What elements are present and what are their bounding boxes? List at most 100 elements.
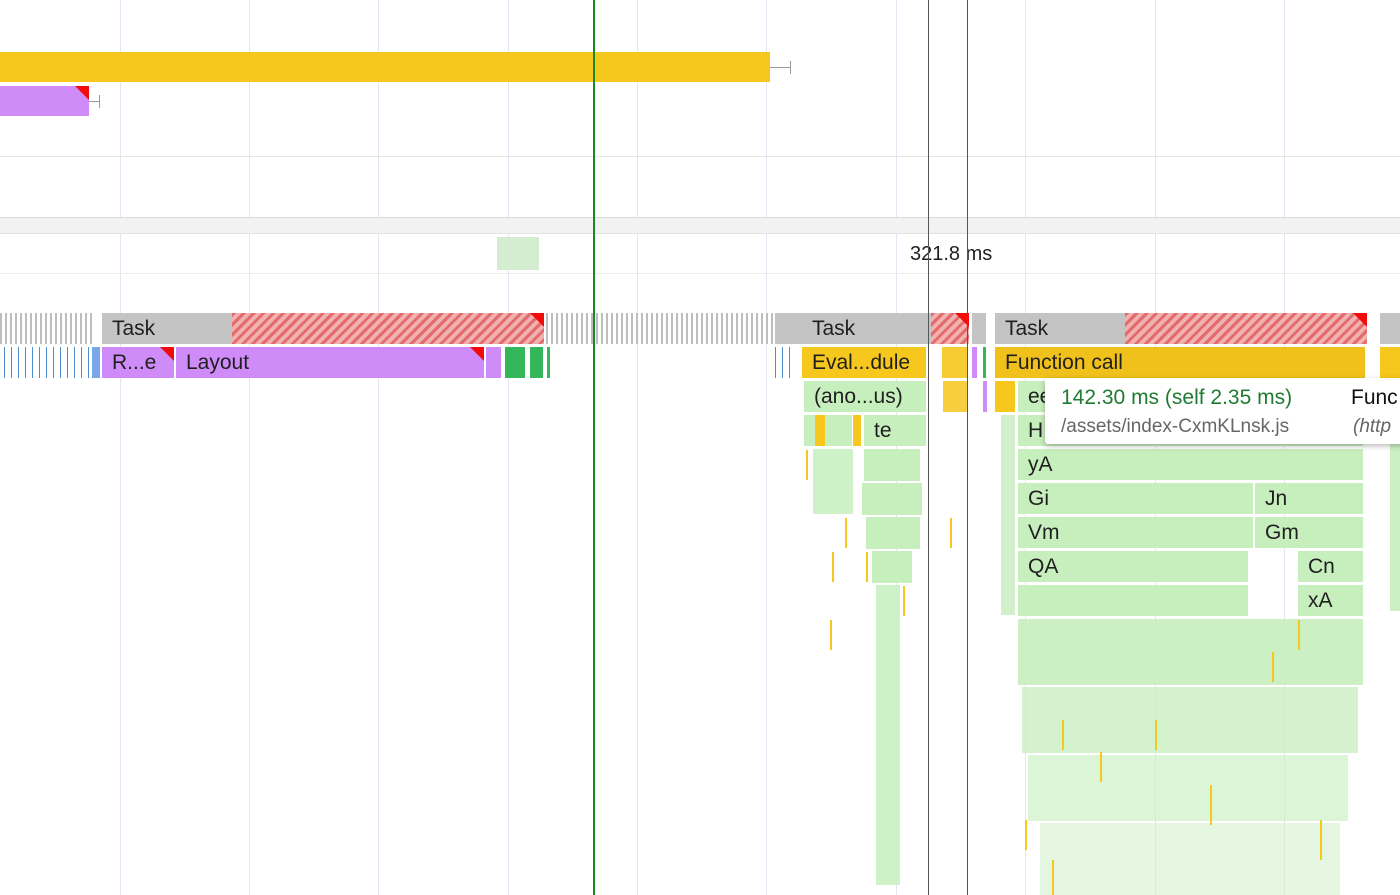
long-task-marker xyxy=(530,313,544,327)
task-bar-small[interactable] xyxy=(972,313,986,344)
selection-line[interactable] xyxy=(593,0,595,895)
task-label: Task xyxy=(812,317,856,340)
row-divider xyxy=(0,273,1400,274)
script-bar[interactable] xyxy=(995,381,1015,412)
long-event-marker xyxy=(160,347,174,361)
frame-bar[interactable] xyxy=(1298,585,1363,616)
script-tick xyxy=(950,518,952,548)
frame-bar[interactable] xyxy=(1018,449,1363,480)
small-events[interactable] xyxy=(775,347,795,378)
frame-bar[interactable] xyxy=(872,551,912,583)
script-tick xyxy=(1272,652,1274,682)
function-call-label: Function call xyxy=(1005,351,1123,374)
network-request-bar[interactable] xyxy=(0,52,770,82)
frame-bar[interactable] xyxy=(876,585,900,885)
long-task-overage xyxy=(232,313,544,344)
script-tick xyxy=(1052,860,1054,895)
script-tick xyxy=(845,518,847,548)
interaction-bar[interactable] xyxy=(0,86,89,116)
long-task-marker xyxy=(1353,313,1367,327)
frame-bar[interactable] xyxy=(1018,585,1248,616)
script-tick xyxy=(1025,820,1027,850)
anonymous-frame-label: (ano...us) xyxy=(814,385,903,408)
style-bar[interactable] xyxy=(983,381,987,412)
frame-bar[interactable] xyxy=(1255,483,1363,514)
task-label: Task xyxy=(1005,317,1049,340)
frame-bar[interactable] xyxy=(1018,517,1253,548)
frame-bar[interactable] xyxy=(813,449,853,514)
recalculate-style-label: R...e xyxy=(112,351,157,374)
blue-event[interactable] xyxy=(92,347,100,378)
small-tasks[interactable] xyxy=(0,313,92,344)
te-frame-bar[interactable] xyxy=(864,415,926,446)
script-bar[interactable] xyxy=(853,415,861,446)
cursor-line[interactable] xyxy=(928,0,929,895)
frame-bar[interactable] xyxy=(1018,551,1248,582)
task-bar-small[interactable] xyxy=(1380,313,1400,344)
frame-label: QA xyxy=(1028,555,1059,578)
frame-bar[interactable] xyxy=(1022,687,1358,753)
frame-bar[interactable] xyxy=(1298,551,1363,582)
anonymous-frame-bar[interactable] xyxy=(804,381,926,412)
track-divider[interactable] xyxy=(0,217,1400,234)
te-frame-label: te xyxy=(874,419,892,442)
frame-label: yA xyxy=(1028,453,1053,476)
function-call-bar[interactable] xyxy=(995,347,1365,378)
frame-label: Jn xyxy=(1265,487,1288,510)
paint-bar[interactable] xyxy=(983,347,986,378)
frame-label: Vm xyxy=(1028,521,1060,544)
long-event-marker xyxy=(470,347,484,361)
script-tick xyxy=(806,450,808,480)
script-tick xyxy=(1320,820,1322,860)
track-row-divider xyxy=(0,156,1400,157)
task-label: Task xyxy=(112,317,156,340)
network-whisker-end xyxy=(790,61,791,74)
frame-bar[interactable] xyxy=(1255,517,1363,548)
frame-bar[interactable] xyxy=(1390,381,1400,611)
tooltip-url: (http xyxy=(1353,416,1392,437)
script-bar[interactable] xyxy=(943,381,967,412)
evaluate-module-bar[interactable] xyxy=(802,347,926,378)
layout-bar[interactable] xyxy=(176,347,484,378)
frame-bar[interactable] xyxy=(1040,823,1340,895)
paint-bar[interactable] xyxy=(505,347,525,378)
long-task-overage xyxy=(1125,313,1367,344)
paint-bar[interactable] xyxy=(530,347,543,378)
frame-marker[interactable] xyxy=(497,237,539,270)
layout-tail-bar[interactable] xyxy=(486,347,501,378)
evaluate-module-label: Eval...dule xyxy=(812,351,911,374)
tooltip-file: /assets/index-CxmKLnsk.js xyxy=(1061,416,1290,437)
script-tick xyxy=(903,586,905,616)
time-label: 321.8 ms xyxy=(910,243,993,265)
frame-bar[interactable] xyxy=(1028,755,1348,821)
script-bar[interactable] xyxy=(942,347,968,378)
frame-bar[interactable] xyxy=(864,449,920,481)
layout-label: Layout xyxy=(186,351,250,374)
frame-label: H xyxy=(1028,419,1044,442)
frame-bar[interactable] xyxy=(804,415,852,446)
frame-bar[interactable] xyxy=(1018,619,1363,685)
script-tick xyxy=(1298,620,1300,650)
style-bar[interactable] xyxy=(972,347,977,378)
frame-bar[interactable] xyxy=(1018,483,1253,514)
frame-label: Cn xyxy=(1308,555,1335,578)
frame-bar[interactable] xyxy=(862,483,922,515)
small-events[interactable] xyxy=(4,347,90,378)
script-tick xyxy=(830,620,832,650)
frame-bar[interactable] xyxy=(866,517,920,549)
interaction-whisker xyxy=(89,101,99,102)
event-tooltip: 142.30 ms (self 2.35 ms) Func /assets/in… xyxy=(1045,378,1400,444)
function-call-bar[interactable] xyxy=(1380,347,1400,378)
script-tick xyxy=(1062,720,1064,750)
paint-bar[interactable] xyxy=(547,347,550,378)
frame-label: xA xyxy=(1308,589,1333,612)
tooltip-name: Func xyxy=(1351,386,1398,409)
script-bar[interactable] xyxy=(815,415,825,446)
frame-label: Gm xyxy=(1265,521,1299,544)
small-tasks[interactable] xyxy=(546,313,774,344)
script-tick xyxy=(832,552,834,582)
frame-label: Gi xyxy=(1028,487,1049,510)
frame-bar[interactable] xyxy=(1001,415,1015,615)
long-task-marker xyxy=(955,313,969,327)
cursor-line[interactable] xyxy=(967,0,968,895)
